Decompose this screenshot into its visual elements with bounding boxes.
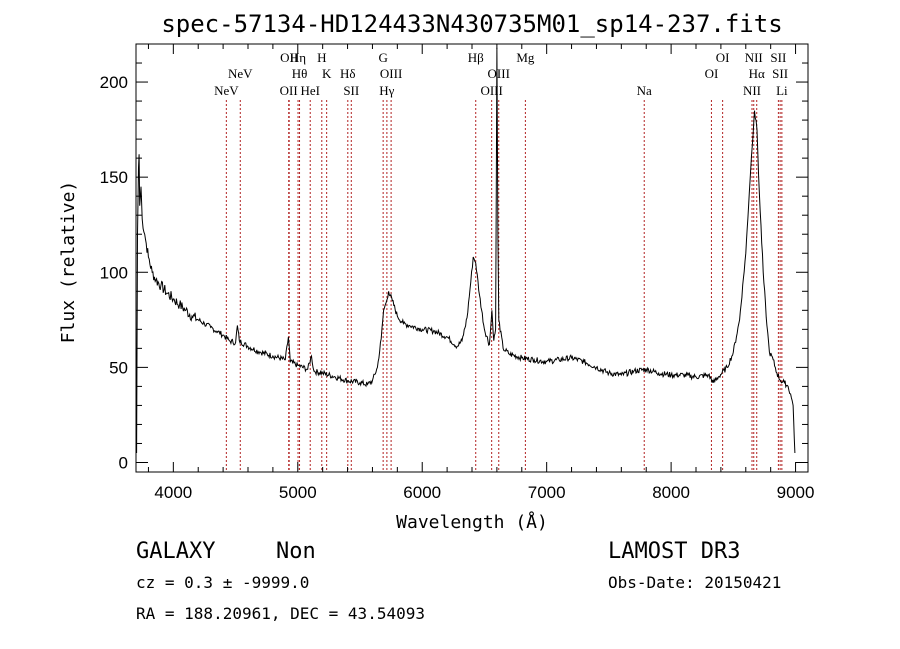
line-marker-label: Hδ — [340, 66, 356, 81]
plot-frame — [135, 43, 809, 473]
y-tick-label: 200 — [100, 73, 128, 92]
line-marker-label: NeV — [228, 66, 253, 81]
object-class: GALAXY — [136, 539, 215, 564]
line-marker-label: Hη — [290, 50, 306, 65]
y-tick-label: 100 — [100, 263, 128, 282]
line-marker-label: Na — [637, 83, 652, 98]
line-marker-label: K — [322, 66, 332, 81]
line-marker-label: G — [378, 50, 387, 65]
y-axis-ticks: 0 50 100 150 200 — [100, 62, 808, 472]
y-tick-label: 150 — [100, 168, 128, 187]
spectrum-line — [135, 47, 796, 454]
line-markers — [225, 100, 783, 472]
y-tick-label: 50 — [109, 358, 128, 377]
line-marker-label: NeV — [214, 83, 239, 98]
line-marker-label: SII — [343, 83, 359, 98]
line-marker-label: OII — [280, 83, 298, 98]
line-marker-label: OII — [280, 50, 298, 65]
x-tick-label: 8000 — [652, 483, 690, 502]
line-marker-label: Li — [776, 83, 788, 98]
x-axis-ticks: 4000 5000 6000 7000 8000 9000 — [147, 44, 815, 502]
line-marker-label: Hγ — [379, 83, 394, 98]
ra-dec: RA = 188.20961, DEC = 43.54093 — [136, 604, 425, 623]
line-marker-label: SII — [772, 66, 788, 81]
survey-name: LAMOST DR3 — [608, 539, 740, 564]
x-tick-label: 5000 — [279, 483, 317, 502]
observation-date: Obs-Date: 20150421 — [608, 573, 781, 592]
line-marker-label: OIII — [380, 66, 402, 81]
line-marker-label: OI — [716, 50, 730, 65]
line-marker-label: OIII — [488, 66, 510, 81]
x-tick-label: 6000 — [403, 483, 441, 502]
line-marker-label: NII — [745, 50, 763, 65]
line-marker-label: Hβ — [468, 50, 484, 65]
chart-title: spec-57134-HD124433N430735M01_sp14-237.f… — [161, 10, 782, 38]
line-marker-label: NII — [743, 83, 761, 98]
x-tick-label: 4000 — [154, 483, 192, 502]
line-marker-label: OIII — [480, 83, 502, 98]
redshift-cz: cz = 0.3 ± -9999.0 — [136, 573, 309, 592]
line-marker-label: Hθ — [292, 66, 308, 81]
object-subclass: Non — [276, 539, 316, 564]
line-marker-label: SII — [770, 50, 786, 65]
x-axis-label: Wavelength (Å) — [396, 511, 548, 533]
line-marker-label: H — [317, 50, 326, 65]
x-tick-label: 9000 — [777, 483, 815, 502]
line-marker-label: OI — [705, 66, 719, 81]
line-marker-label: Hα — [749, 66, 765, 81]
y-axis-label: Flux (relative) — [58, 181, 79, 344]
y-tick-label: 0 — [119, 453, 128, 472]
x-tick-label: 7000 — [528, 483, 566, 502]
line-marker-label: Mg — [516, 50, 535, 65]
line-marker-label: HeI — [300, 83, 320, 98]
